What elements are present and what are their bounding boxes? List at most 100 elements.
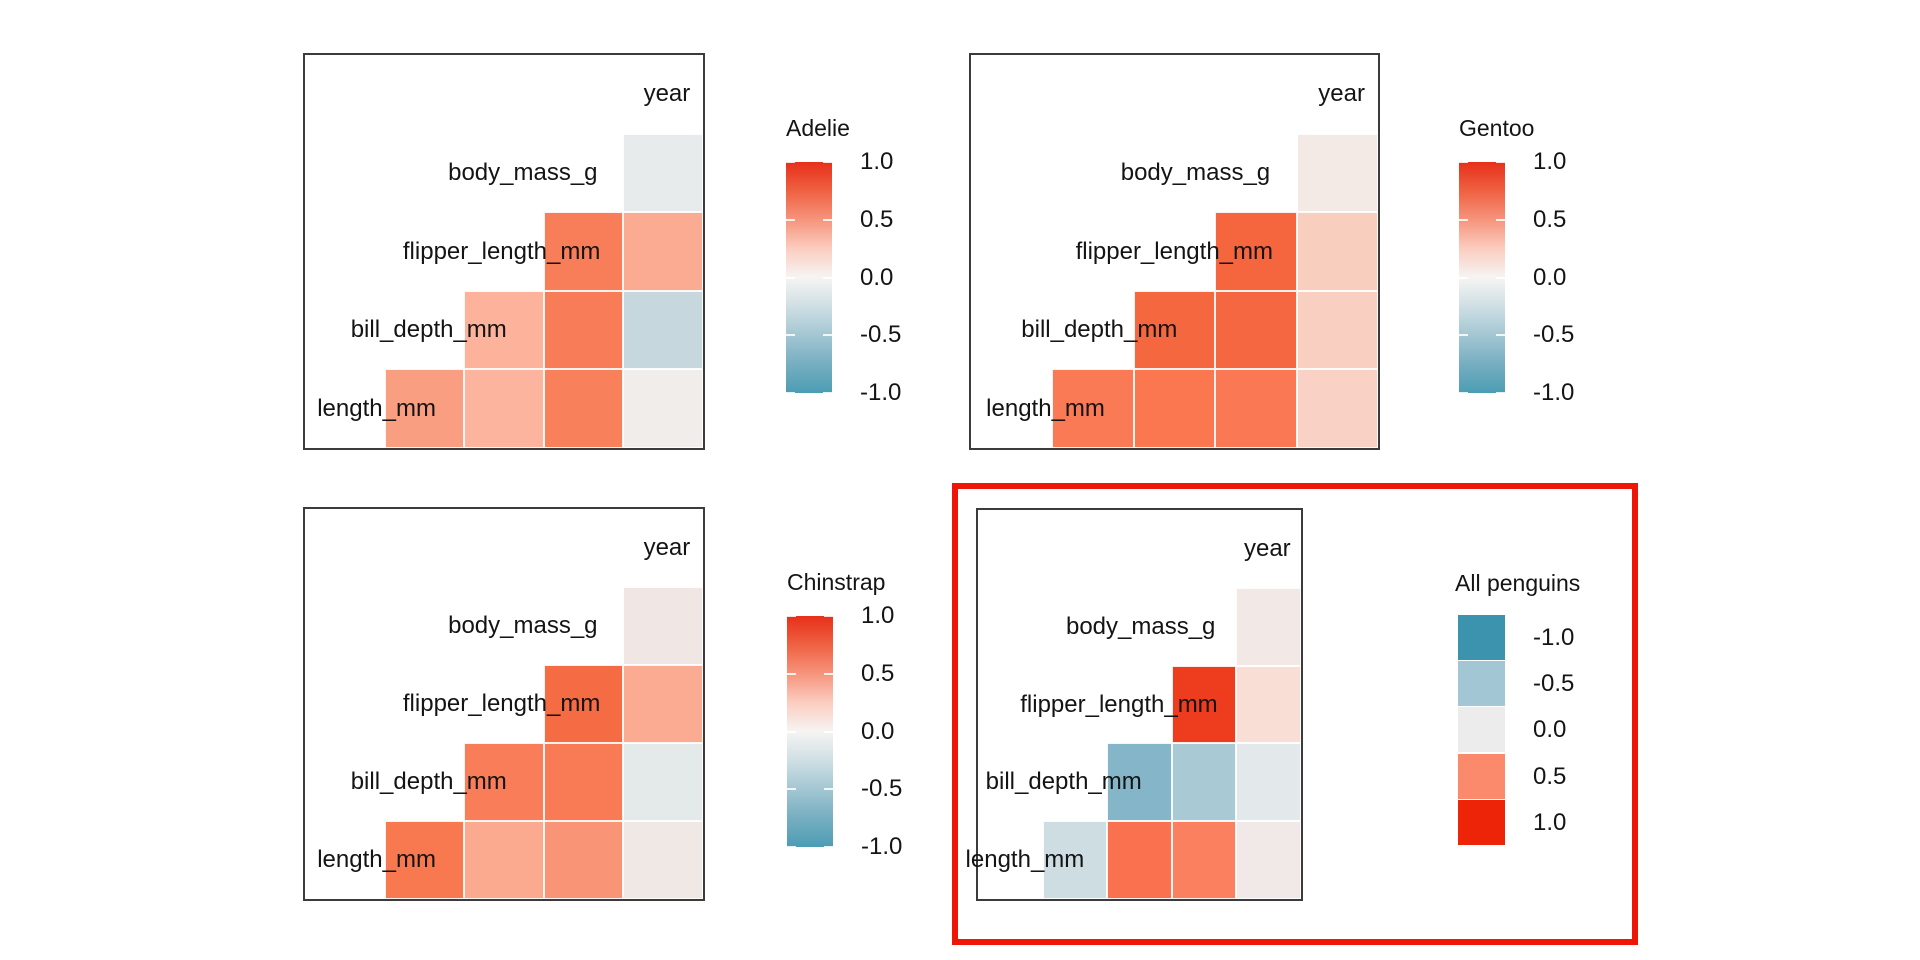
- colorbar-tick: [786, 392, 795, 394]
- axis-label-flipper_length_mm: flipper_length_mm: [1020, 690, 1218, 718]
- corr-cell-chinstrap-bill_length_mm~year: [623, 821, 703, 899]
- colorbar-tick: [1496, 218, 1505, 221]
- corr-cell-gentoo-body_mass_g~year: [1296, 133, 1378, 213]
- colorbar-tick: [823, 334, 832, 337]
- colorbar-tick: [824, 615, 833, 617]
- colorbar-tick: [787, 672, 796, 675]
- corr-cell-all-flipper_length_mm~year: [1236, 665, 1301, 744]
- legend-swatch-0.0: [1458, 707, 1505, 753]
- colorbar-tick-label: 1.0: [1533, 148, 1567, 175]
- colorbar-tick: [823, 392, 832, 394]
- axis-label-body_mass_g: body_mass_g: [1065, 612, 1216, 640]
- heatmap-panel-chinstrap: year body_mass_g flipper_length_mm bill_dep…: [303, 507, 705, 901]
- axis-label-year: year: [1243, 534, 1291, 562]
- colorbar-tick: [823, 218, 832, 221]
- corr-cell-adelie-body_mass_g~year: [623, 133, 703, 213]
- corr-cell-chinstrap-bill_length_mm~body_mass_g: [543, 821, 624, 899]
- corr-cell-adelie-bill_length_mm~body_mass_g: [543, 369, 624, 448]
- colorbar-tick-label: -0.5: [860, 321, 902, 349]
- heatmap-panel-adelie: year body_mass_g flipper_length_mm bill_dep…: [303, 53, 705, 450]
- colorbar-tick: [1459, 276, 1468, 279]
- legend-swatch-label: 0.0: [1533, 716, 1567, 744]
- colorbar-tick-label: 0.0: [861, 717, 895, 745]
- axis-label-length_mm: length_mm: [317, 394, 436, 422]
- colorbar-tick: [786, 161, 795, 163]
- axis-label-flipper_length_mm: flipper_length_mm: [402, 237, 601, 265]
- colorbar-tick-label: -0.5: [861, 775, 903, 803]
- corr-cell-all-bill_depth_mm~year: [1236, 743, 1301, 822]
- corr-cell-gentoo-bill_length_mm~bill_depth_mm: [1052, 369, 1134, 448]
- colorbar-tick: [1459, 218, 1468, 221]
- axis-label-year: year: [643, 534, 691, 561]
- corr-cell-chinstrap-bill_depth_mm~year: [623, 743, 703, 821]
- colorbar-tick: [1459, 334, 1468, 337]
- colorbar-tick: [1496, 334, 1505, 337]
- corr-cell-gentoo-bill_depth_mm~year: [1296, 290, 1378, 370]
- colorbar-tick: [1459, 161, 1468, 163]
- corr-cell-gentoo-bill_depth_mm~flipper_length_mm: [1133, 290, 1216, 370]
- legend-swatch-0.5: [1458, 753, 1505, 799]
- legend-swatch-label: -1.0: [1533, 624, 1575, 651]
- colorbar-tick: [1496, 276, 1505, 279]
- heatmap-panel-all-penguins: year body_mass_g flipper_length_mm bill_dep…: [966, 508, 1303, 901]
- legend-swatch-label: 0.5: [1533, 762, 1567, 790]
- legend-title-all-penguins: All penguins: [1455, 570, 1581, 596]
- colorbar-tick: [786, 334, 795, 337]
- axis-label-length_mm: length_mm: [986, 394, 1105, 422]
- axis-label-year: year: [643, 80, 691, 108]
- axis-label-year: year: [1318, 80, 1365, 108]
- corr-cell-gentoo-bill_depth_mm~body_mass_g: [1215, 290, 1297, 370]
- colorbar-tick-label: 0.5: [861, 659, 895, 687]
- corr-cell-chinstrap-bill_length_mm~flipper_length_mm: [464, 821, 544, 899]
- corr-cell-adelie-bill_length_mm~flipper_length_mm: [464, 369, 544, 448]
- colorbar-tick-label: -1.0: [860, 379, 902, 406]
- corr-cell-all-body_mass_g~year: [1236, 587, 1301, 666]
- corr-cell-chinstrap-bill_length_mm~bill_depth_mm: [384, 821, 465, 899]
- legend-title-chinstrap: Chinstrap: [787, 569, 886, 595]
- colorbar-tick: [824, 788, 833, 791]
- colorbar-tick: [787, 788, 796, 791]
- corr-cell-adelie-bill_depth_mm~year: [623, 290, 703, 370]
- corr-cell-adelie-bill_depth_mm~body_mass_g: [543, 290, 624, 370]
- corr-cell-adelie-bill_length_mm~year: [623, 369, 703, 448]
- colorbar-tick: [824, 846, 833, 848]
- colorbar-gradient: [1459, 161, 1505, 394]
- colorbar-tick: [786, 276, 795, 279]
- corr-cell-all-bill_length_mm~bill_depth_mm: [1042, 821, 1108, 899]
- axis-label-length_mm: length_mm: [965, 846, 1085, 874]
- axis-label-body_mass_g: body_mass_g: [448, 158, 598, 186]
- legend-title-gentoo: Gentoo: [1459, 115, 1535, 141]
- corr-cell-chinstrap-body_mass_g~year: [623, 587, 703, 665]
- colorbar-tick-label: -0.5: [1533, 321, 1575, 349]
- discrete-legend-all-penguins: All penguins -1.0 -0.5 0.0 0.5 1.0: [1455, 571, 1625, 881]
- colorbar-tick: [786, 218, 795, 221]
- colorbar-tick: [824, 672, 833, 675]
- corr-cell-adelie-flipper_length_mm~year: [623, 212, 703, 291]
- legend-swatch-1.0: [1458, 799, 1505, 845]
- corr-cell-chinstrap-flipper_length_mm~body_mass_g: [543, 665, 624, 743]
- axis-label-bill_depth_mm: bill_depth_mm: [985, 768, 1142, 796]
- colorbar-tick: [824, 730, 833, 733]
- axis-label-bill_depth_mm: bill_depth_mm: [350, 768, 507, 795]
- corr-cell-gentoo-bill_length_mm~flipper_length_mm: [1133, 369, 1216, 448]
- legend-swatch--0.5: [1458, 661, 1505, 707]
- corr-cell-all-bill_length_mm~year: [1236, 821, 1301, 899]
- legend-swatch-label: 1.0: [1533, 808, 1567, 836]
- colorbar-tick-label: 1.0: [860, 148, 894, 175]
- colorbar-gradient: [787, 615, 833, 848]
- corr-cell-chinstrap-flipper_length_mm~year: [623, 665, 703, 743]
- axis-label-bill_depth_mm: bill_depth_mm: [350, 316, 507, 344]
- colorbar-legend-gentoo: Gentoo 1.0 0.5 0.0 -0.5 -1.0: [1459, 116, 1629, 426]
- axis-label-length_mm: length_mm: [317, 846, 436, 873]
- corr-cell-adelie-bill_depth_mm~flipper_length_mm: [464, 290, 544, 370]
- corr-cell-all-bill_depth_mm~body_mass_g: [1171, 743, 1237, 822]
- colorbar-tick: [1496, 161, 1505, 163]
- corr-cell-gentoo-bill_length_mm~year: [1296, 369, 1378, 448]
- corr-cell-adelie-bill_length_mm~bill_depth_mm: [384, 369, 465, 448]
- colorbar-tick-label: 1.0: [861, 602, 895, 629]
- colorbar-tick: [823, 161, 832, 163]
- corr-cell-gentoo-flipper_length_mm~body_mass_g: [1215, 212, 1297, 291]
- axis-label-flipper_length_mm: flipper_length_mm: [1075, 237, 1273, 265]
- colorbar-tick: [1459, 392, 1468, 394]
